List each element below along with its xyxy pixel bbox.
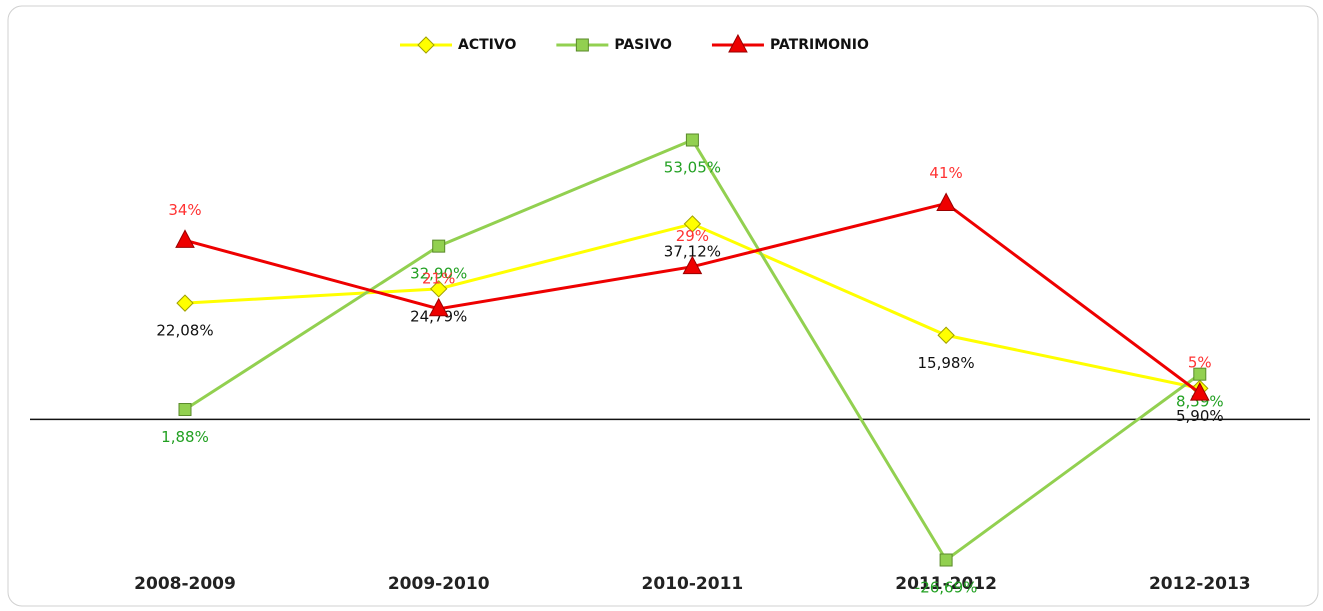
marker bbox=[728, 33, 748, 53]
x-tick-label: 2008-2009 bbox=[134, 574, 236, 594]
data-label: 8,59% bbox=[1176, 393, 1224, 411]
chart-frame bbox=[7, 5, 1319, 607]
data-label: 21% bbox=[422, 269, 455, 287]
data-label: 5% bbox=[1188, 354, 1212, 372]
x-tick-label: 2012-2013 bbox=[1149, 574, 1251, 594]
data-label: 1,88% bbox=[161, 428, 209, 446]
legend-label: ACTIVO bbox=[458, 37, 516, 53]
data-label: 5,90% bbox=[1176, 407, 1224, 425]
marker bbox=[685, 133, 699, 147]
data-label: 37,12% bbox=[664, 242, 721, 260]
marker bbox=[175, 229, 195, 248]
marker bbox=[937, 326, 955, 344]
x-tick-label: 2011-2012 bbox=[895, 574, 997, 594]
marker bbox=[939, 553, 953, 567]
legend-label: PATRIMONIO bbox=[770, 37, 869, 53]
marker bbox=[682, 255, 703, 275]
data-label: 34% bbox=[168, 201, 201, 219]
marker bbox=[683, 215, 702, 233]
data-label: 29% bbox=[676, 227, 709, 245]
marker bbox=[176, 294, 194, 312]
data-label: 32,90% bbox=[410, 265, 467, 283]
data-label: 53,05% bbox=[664, 159, 721, 177]
marker bbox=[1189, 382, 1210, 401]
data-label: 22,08% bbox=[156, 322, 213, 340]
marker bbox=[429, 280, 448, 298]
marker bbox=[428, 297, 449, 317]
x-tick-label: 2010-2011 bbox=[642, 574, 744, 594]
legend-label: PASIVO bbox=[614, 37, 672, 53]
x-tick-label: 2009-2010 bbox=[388, 574, 490, 594]
marker bbox=[575, 38, 589, 52]
marker bbox=[1193, 367, 1207, 381]
data-label: 41% bbox=[929, 164, 962, 182]
marker bbox=[178, 403, 192, 417]
data-label: 15,98% bbox=[917, 354, 974, 372]
data-label: -26,69% bbox=[915, 579, 978, 597]
marker bbox=[936, 192, 956, 211]
marker bbox=[432, 239, 446, 253]
marker bbox=[417, 36, 435, 54]
data-label: 24,79% bbox=[410, 307, 467, 325]
